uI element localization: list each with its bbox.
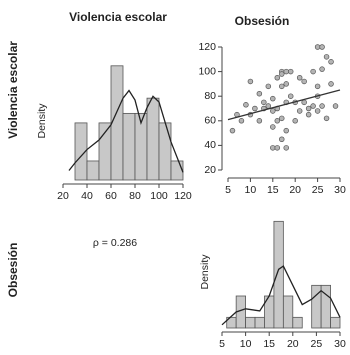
point xyxy=(310,103,316,109)
x-tick-label: 80 xyxy=(129,190,141,202)
bar xyxy=(254,316,265,329)
x-tick-label: 100 xyxy=(150,190,168,202)
y-axis-label: Density xyxy=(199,254,211,290)
bar xyxy=(122,112,136,181)
point xyxy=(287,93,294,99)
density-curve xyxy=(68,89,184,173)
point xyxy=(256,118,263,124)
point xyxy=(305,111,312,118)
bar xyxy=(86,160,100,181)
point xyxy=(279,71,285,77)
point xyxy=(323,115,330,122)
y-tick-label: 20 xyxy=(204,164,216,176)
y-axis-label: Density xyxy=(36,103,48,139)
point xyxy=(243,102,249,108)
bar xyxy=(292,316,303,329)
point xyxy=(301,78,307,85)
point xyxy=(314,108,321,114)
point xyxy=(287,68,294,75)
point xyxy=(274,74,281,81)
point xyxy=(305,105,312,112)
point xyxy=(270,108,276,114)
point xyxy=(296,108,303,114)
point xyxy=(274,145,281,151)
y-tick-label: 120 xyxy=(198,41,216,53)
x-tick-label: 20 xyxy=(289,184,301,196)
bar xyxy=(282,295,294,329)
y-tick-label: 100 xyxy=(198,65,216,77)
point xyxy=(256,90,263,97)
point xyxy=(319,103,325,109)
point xyxy=(279,83,285,90)
panel-title: Violencia escolar xyxy=(69,10,167,24)
point xyxy=(279,115,285,122)
row-label: Obsesión xyxy=(6,243,20,298)
point xyxy=(274,118,281,124)
point xyxy=(328,81,334,87)
point xyxy=(279,136,285,143)
point xyxy=(323,54,330,60)
x-tick-label: 20 xyxy=(57,190,69,202)
x-tick-label: 60 xyxy=(105,190,117,202)
point xyxy=(283,127,289,134)
point xyxy=(310,68,316,75)
bar xyxy=(170,160,184,181)
y-tick-label: 60 xyxy=(204,115,216,127)
point xyxy=(296,74,303,81)
bar xyxy=(110,65,124,181)
x-tick-label: 5 xyxy=(219,338,225,350)
fit-line xyxy=(227,89,341,121)
x-tick-label: 120 xyxy=(174,190,192,202)
point xyxy=(261,99,267,106)
point xyxy=(270,145,276,151)
point xyxy=(252,105,258,112)
x-tick-label: 15 xyxy=(267,184,279,196)
y-tick-label: 80 xyxy=(204,90,216,102)
x-tick-label: 25 xyxy=(312,184,324,196)
bar xyxy=(273,220,284,329)
point xyxy=(319,44,325,50)
density-curve xyxy=(221,265,341,326)
x-tick-label: 40 xyxy=(81,190,93,202)
panel-title: Obsesión xyxy=(235,14,290,28)
bar xyxy=(330,316,341,329)
bar xyxy=(320,284,331,329)
point xyxy=(265,83,272,90)
point xyxy=(314,44,321,50)
bar xyxy=(146,97,160,181)
point xyxy=(229,127,236,134)
point xyxy=(314,83,321,90)
x-tick-label: 25 xyxy=(311,338,323,350)
point xyxy=(301,99,307,106)
point xyxy=(247,78,254,85)
row-label: Violencia escolar xyxy=(6,41,20,139)
bar xyxy=(158,122,172,181)
x-tick-label: 30 xyxy=(334,184,346,196)
point xyxy=(283,145,289,151)
x-tick-label: 10 xyxy=(245,184,257,196)
x-tick-label: 20 xyxy=(287,338,299,350)
bar xyxy=(74,122,88,181)
point xyxy=(265,103,272,109)
x-tick-label: 10 xyxy=(240,338,252,350)
x-tick-label: 15 xyxy=(263,338,275,350)
point xyxy=(328,59,334,65)
point xyxy=(283,81,289,87)
point xyxy=(283,68,289,75)
point xyxy=(332,103,339,109)
point xyxy=(319,66,325,72)
point xyxy=(238,118,245,124)
bar xyxy=(245,316,256,329)
correlation-label: ρ = 0.286 xyxy=(93,237,137,249)
x-tick-label: 30 xyxy=(334,338,346,350)
point xyxy=(270,95,276,102)
x-tick-label: 5 xyxy=(225,184,231,196)
point xyxy=(292,118,298,124)
point xyxy=(270,124,276,130)
y-tick-label: 40 xyxy=(204,139,216,151)
